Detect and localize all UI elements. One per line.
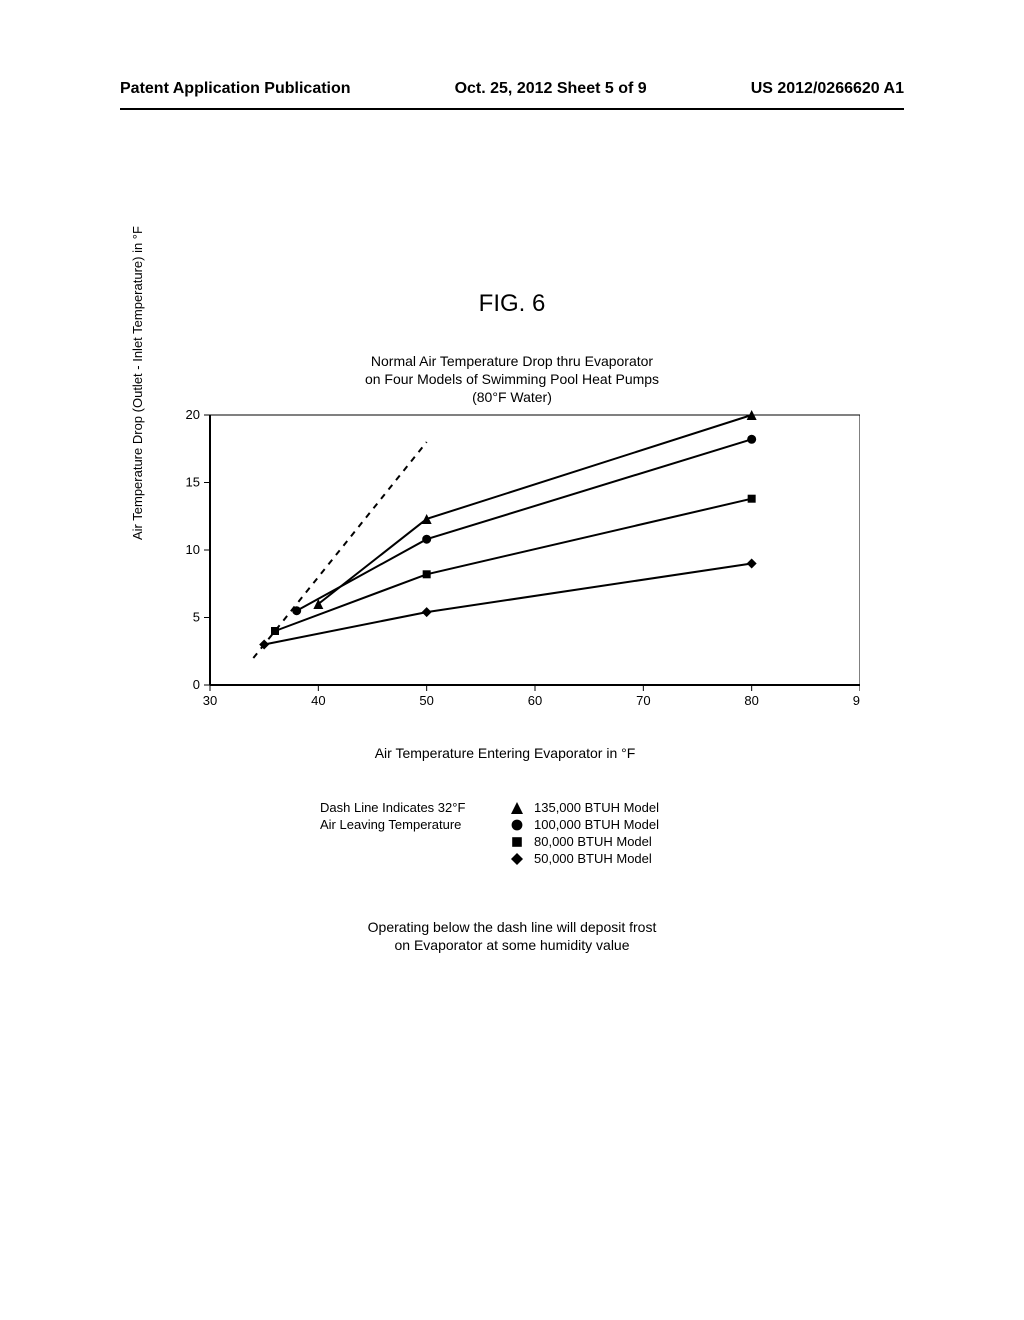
svg-text:40: 40 (311, 693, 325, 705)
svg-text:80: 80 (744, 693, 758, 705)
legend-item: 50,000 BTUH Model (510, 851, 659, 866)
header-left: Patent Application Publication (120, 80, 351, 98)
legend-item: 135,000 BTUH Model (510, 800, 659, 815)
chart-title-line1: Normal Air Temperature Drop thru Evapora… (0, 352, 1024, 370)
circle-icon (510, 818, 524, 832)
legend-items: 135,000 BTUH Model 100,000 BTUH Model 80,0… (510, 800, 659, 866)
chart-title: Normal Air Temperature Drop thru Evapora… (0, 352, 1024, 407)
svg-text:15: 15 (186, 475, 200, 490)
square-icon (510, 835, 524, 849)
legend-item: 100,000 BTUH Model (510, 817, 659, 832)
footnote: Operating below the dash line will depos… (0, 918, 1024, 954)
legend-item: 80,000 BTUH Model (510, 834, 659, 849)
footnote-line2: on Evaporator at some humidity value (0, 936, 1024, 954)
svg-text:60: 60 (528, 693, 542, 705)
chart-title-line2: on Four Models of Swimming Pool Heat Pum… (0, 370, 1024, 388)
triangle-icon (510, 801, 524, 815)
y-axis-label: Air Temperature Drop (Outlet - Inlet Tem… (130, 226, 145, 540)
chart-svg: 30 40 50 60 70 80 90 0 5 10 15 20 (180, 405, 860, 705)
diamond-icon (510, 852, 524, 866)
svg-text:5: 5 (193, 610, 200, 625)
legend-item-label: 100,000 BTUH Model (534, 817, 659, 832)
svg-text:0: 0 (193, 677, 200, 692)
header-right: US 2012/0266620 A1 (751, 80, 904, 98)
svg-text:20: 20 (186, 407, 200, 422)
legend-dash-note: Dash Line Indicates 32°F Air Leaving Tem… (320, 800, 470, 866)
legend-item-label: 135,000 BTUH Model (534, 800, 659, 815)
svg-text:90: 90 (853, 693, 860, 705)
header-rule (120, 108, 904, 110)
svg-text:70: 70 (636, 693, 650, 705)
chart-container: 30 40 50 60 70 80 90 0 5 10 15 20 (180, 405, 860, 710)
legend-item-label: 50,000 BTUH Model (534, 851, 652, 866)
svg-text:30: 30 (203, 693, 217, 705)
header-center: Oct. 25, 2012 Sheet 5 of 9 (455, 80, 647, 98)
chart-title-line3: (80°F Water) (0, 388, 1024, 406)
legend-item-label: 80,000 BTUH Model (534, 834, 652, 849)
x-axis-label: Air Temperature Entering Evaporator in °… (180, 745, 830, 761)
svg-text:50: 50 (419, 693, 433, 705)
page-header: Patent Application Publication Oct. 25, … (120, 80, 904, 98)
svg-text:10: 10 (186, 542, 200, 557)
legend: Dash Line Indicates 32°F Air Leaving Tem… (320, 800, 659, 866)
figure-label: FIG. 6 (0, 290, 1024, 318)
footnote-line1: Operating below the dash line will depos… (0, 918, 1024, 936)
